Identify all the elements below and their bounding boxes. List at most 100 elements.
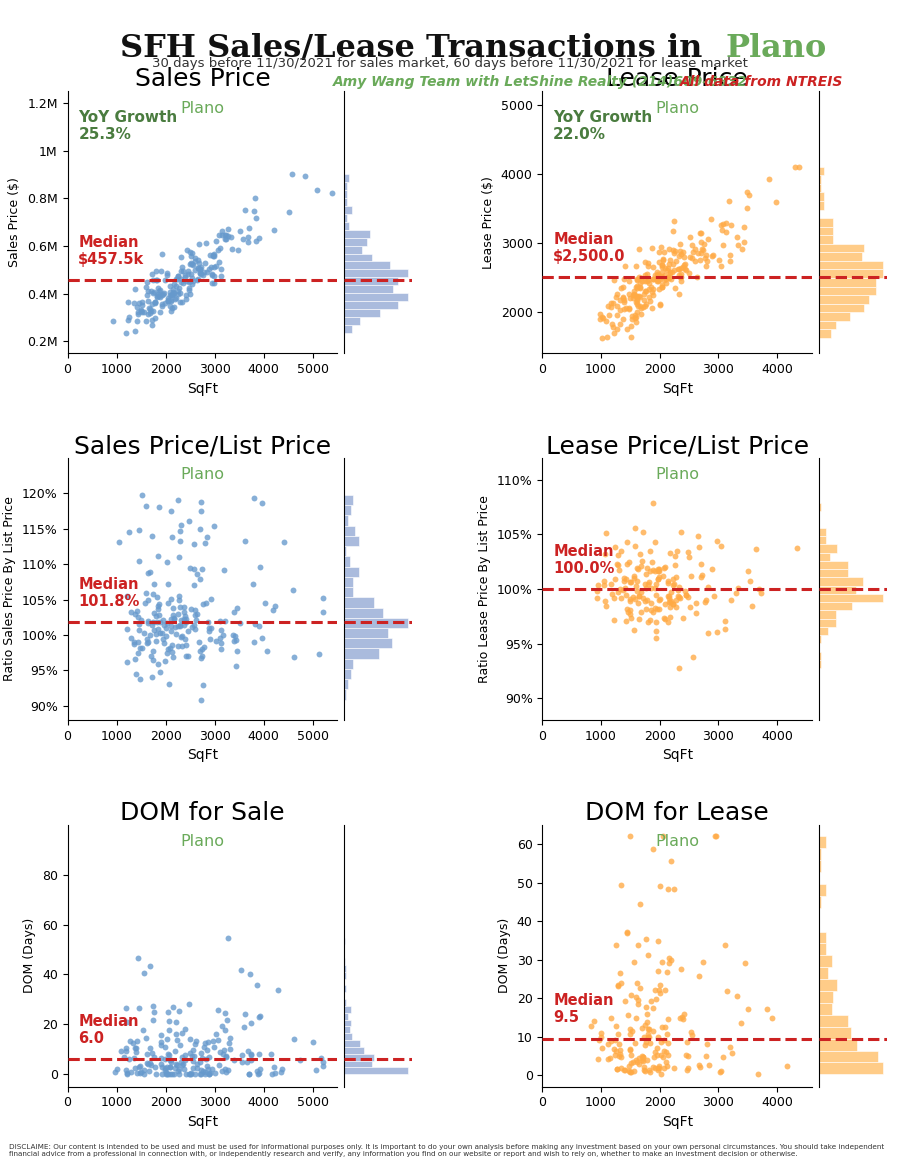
Point	[207, 516, 221, 535]
Point	[659, 1042, 673, 1061]
Point	[177, 607, 192, 625]
Point	[212, 253, 226, 272]
Point	[203, 618, 218, 637]
Point	[652, 600, 666, 618]
Point	[215, 1016, 230, 1035]
Point	[645, 282, 660, 301]
Point	[751, 1066, 765, 1084]
Point	[287, 648, 302, 666]
Point	[194, 501, 208, 520]
Point	[653, 1046, 668, 1064]
Point	[657, 1059, 671, 1077]
Point	[618, 256, 633, 275]
Bar	[344, 261, 391, 269]
Point	[680, 1033, 694, 1052]
Point	[152, 302, 166, 321]
Bar	[819, 967, 828, 979]
Point	[598, 545, 613, 563]
Point	[623, 573, 637, 591]
Point	[753, 583, 768, 602]
Point	[619, 600, 634, 618]
Point	[712, 251, 726, 269]
Point	[164, 1053, 178, 1071]
Point	[198, 253, 212, 272]
Point	[131, 949, 146, 967]
Point	[646, 1021, 661, 1040]
Point	[674, 245, 688, 263]
Point	[165, 528, 179, 547]
Point	[170, 267, 184, 286]
Bar	[344, 1020, 351, 1026]
Point	[742, 1000, 756, 1019]
Point	[244, 1045, 258, 1063]
Point	[661, 1011, 675, 1029]
Point	[204, 266, 219, 285]
Point	[723, 1038, 737, 1056]
Bar	[819, 287, 876, 295]
Point	[614, 876, 628, 895]
Point	[153, 624, 167, 643]
Point	[614, 589, 628, 608]
Point	[166, 648, 181, 666]
Point	[724, 215, 739, 234]
Point	[147, 621, 161, 639]
Point	[621, 603, 635, 622]
Point	[149, 1064, 164, 1083]
Point	[658, 980, 672, 999]
Point	[667, 574, 681, 593]
Point	[168, 271, 183, 289]
Point	[698, 248, 712, 267]
Point	[160, 1057, 175, 1076]
Point	[662, 240, 677, 259]
Point	[658, 266, 672, 285]
Point	[630, 292, 644, 310]
Point	[631, 560, 645, 578]
Point	[205, 1060, 220, 1078]
Point	[676, 609, 690, 628]
Point	[714, 256, 728, 275]
Point	[165, 299, 179, 317]
Text: Plano: Plano	[180, 834, 224, 849]
Point	[132, 638, 147, 657]
Point	[267, 1057, 282, 1076]
Point	[738, 954, 752, 973]
Point	[176, 1048, 190, 1067]
Point	[633, 545, 647, 563]
Point	[632, 268, 646, 287]
Bar	[344, 965, 346, 972]
Point	[606, 319, 620, 337]
Point	[607, 1040, 621, 1059]
Point	[643, 611, 657, 630]
Point	[645, 1057, 660, 1076]
Bar	[344, 985, 346, 992]
Point	[169, 1025, 184, 1043]
Point	[267, 1063, 282, 1082]
Point	[166, 283, 180, 302]
Point	[146, 301, 160, 320]
Point	[609, 936, 624, 954]
Bar	[819, 269, 883, 278]
Point	[623, 827, 637, 845]
Point	[699, 252, 714, 271]
Bar	[344, 618, 409, 628]
Point	[248, 189, 262, 207]
Point	[172, 590, 186, 609]
Point	[635, 588, 650, 607]
Point	[184, 268, 199, 287]
Point	[173, 532, 187, 550]
Point	[698, 256, 713, 275]
Point	[145, 315, 159, 334]
Point	[218, 226, 232, 245]
Point	[166, 605, 180, 624]
Point	[197, 262, 211, 281]
Point	[652, 1056, 666, 1075]
Point	[670, 581, 685, 600]
Point	[690, 244, 705, 262]
Point	[314, 1048, 328, 1067]
Point	[637, 296, 652, 315]
Point	[640, 591, 654, 610]
Y-axis label: DOM (Days): DOM (Days)	[23, 918, 36, 993]
Point	[152, 605, 166, 624]
Point	[158, 652, 172, 671]
Bar	[344, 505, 352, 515]
